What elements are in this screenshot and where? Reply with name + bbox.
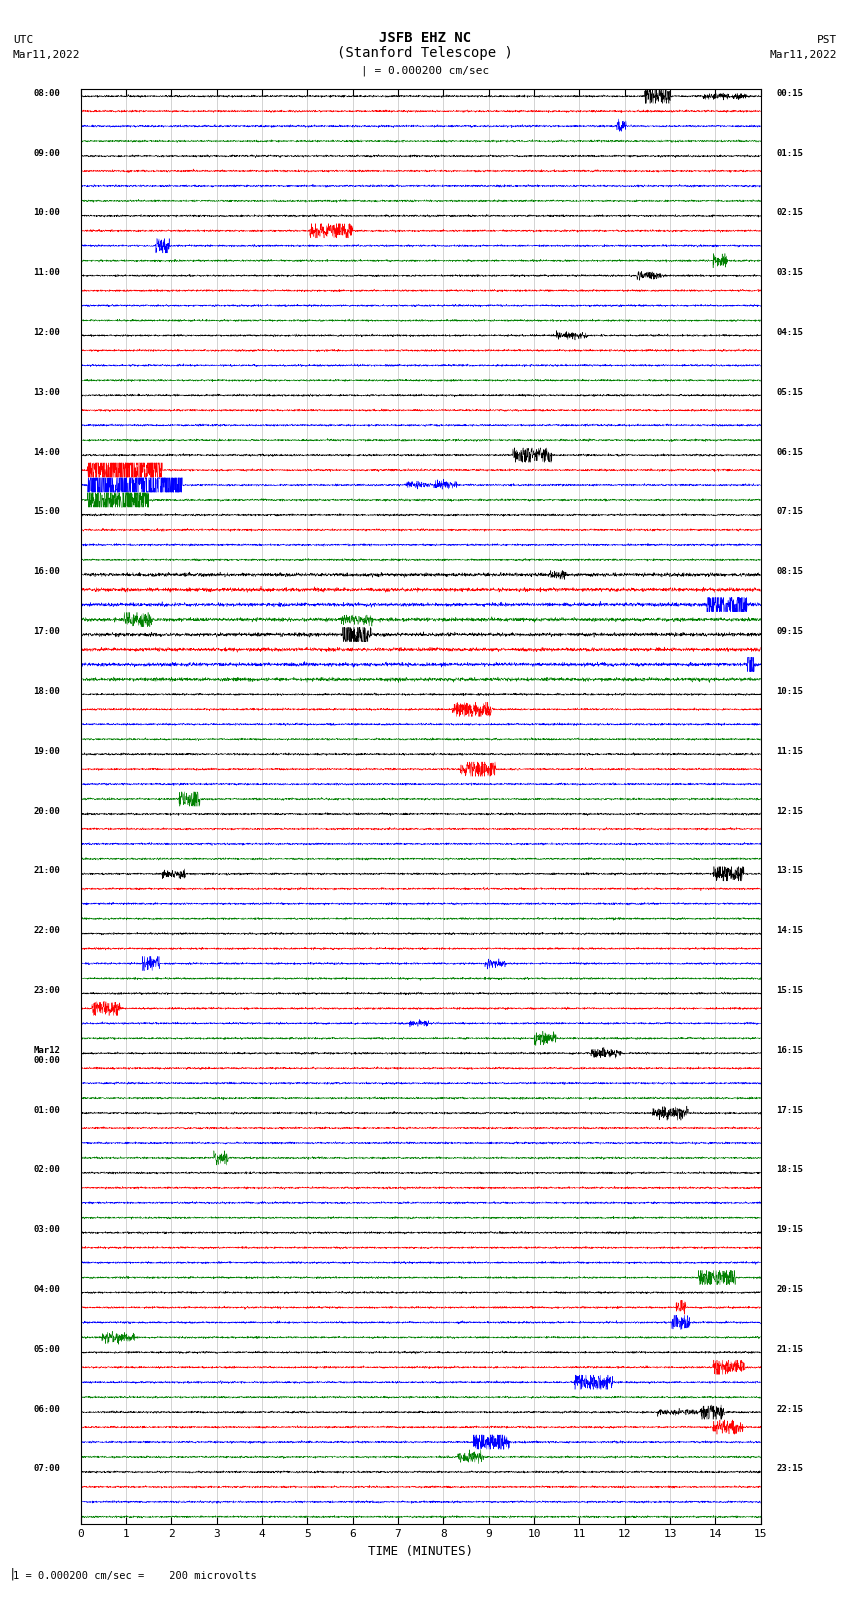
Text: 15:00: 15:00: [33, 508, 60, 516]
Text: Mar12
00:00: Mar12 00:00: [33, 1045, 60, 1065]
Text: 19:00: 19:00: [33, 747, 60, 755]
Text: 02:00: 02:00: [33, 1165, 60, 1174]
X-axis label: TIME (MINUTES): TIME (MINUTES): [368, 1545, 473, 1558]
Text: Mar11,2022: Mar11,2022: [770, 50, 837, 60]
Text: 20:00: 20:00: [33, 806, 60, 816]
Text: 07:00: 07:00: [33, 1465, 60, 1473]
Text: 20:15: 20:15: [777, 1286, 803, 1294]
Text: 23:15: 23:15: [777, 1465, 803, 1473]
Text: JSFB EHZ NC: JSFB EHZ NC: [379, 31, 471, 45]
Text: 10:00: 10:00: [33, 208, 60, 218]
Text: 14:00: 14:00: [33, 448, 60, 456]
Text: 03:15: 03:15: [777, 268, 803, 277]
Text: 16:15: 16:15: [777, 1045, 803, 1055]
Text: 01:00: 01:00: [33, 1105, 60, 1115]
Text: UTC: UTC: [13, 35, 33, 45]
Text: 21:00: 21:00: [33, 866, 60, 876]
Text: 09:15: 09:15: [777, 627, 803, 636]
Text: Mar11,2022: Mar11,2022: [13, 50, 80, 60]
Text: 04:15: 04:15: [777, 327, 803, 337]
Text: 06:15: 06:15: [777, 448, 803, 456]
Text: 11:00: 11:00: [33, 268, 60, 277]
Text: 08:00: 08:00: [33, 89, 60, 98]
Text: 03:00: 03:00: [33, 1226, 60, 1234]
Text: 12:00: 12:00: [33, 327, 60, 337]
Text: 10:15: 10:15: [777, 687, 803, 695]
Text: |: |: [8, 1568, 16, 1581]
Text: 22:00: 22:00: [33, 926, 60, 936]
Text: 13:15: 13:15: [777, 866, 803, 876]
Text: 05:15: 05:15: [777, 387, 803, 397]
Text: 06:00: 06:00: [33, 1405, 60, 1413]
Text: PST: PST: [817, 35, 837, 45]
Text: | = 0.000200 cm/sec: | = 0.000200 cm/sec: [361, 65, 489, 76]
Text: 00:15: 00:15: [777, 89, 803, 98]
Text: 18:00: 18:00: [33, 687, 60, 695]
Text: 12:15: 12:15: [777, 806, 803, 816]
Text: 01:15: 01:15: [777, 148, 803, 158]
Text: 17:15: 17:15: [777, 1105, 803, 1115]
Text: 21:15: 21:15: [777, 1345, 803, 1353]
Text: 05:00: 05:00: [33, 1345, 60, 1353]
Text: 07:15: 07:15: [777, 508, 803, 516]
Text: 09:00: 09:00: [33, 148, 60, 158]
Text: 23:00: 23:00: [33, 986, 60, 995]
Text: 19:15: 19:15: [777, 1226, 803, 1234]
Text: (Stanford Telescope ): (Stanford Telescope ): [337, 45, 513, 60]
Text: 16:00: 16:00: [33, 568, 60, 576]
Text: 04:00: 04:00: [33, 1286, 60, 1294]
Text: 22:15: 22:15: [777, 1405, 803, 1413]
Text: 13:00: 13:00: [33, 387, 60, 397]
Text: 18:15: 18:15: [777, 1165, 803, 1174]
Text: 08:15: 08:15: [777, 568, 803, 576]
Text: 15:15: 15:15: [777, 986, 803, 995]
Text: 17:00: 17:00: [33, 627, 60, 636]
Text: 1 = 0.000200 cm/sec =    200 microvolts: 1 = 0.000200 cm/sec = 200 microvolts: [13, 1571, 257, 1581]
Text: 02:15: 02:15: [777, 208, 803, 218]
Text: 14:15: 14:15: [777, 926, 803, 936]
Text: 11:15: 11:15: [777, 747, 803, 755]
